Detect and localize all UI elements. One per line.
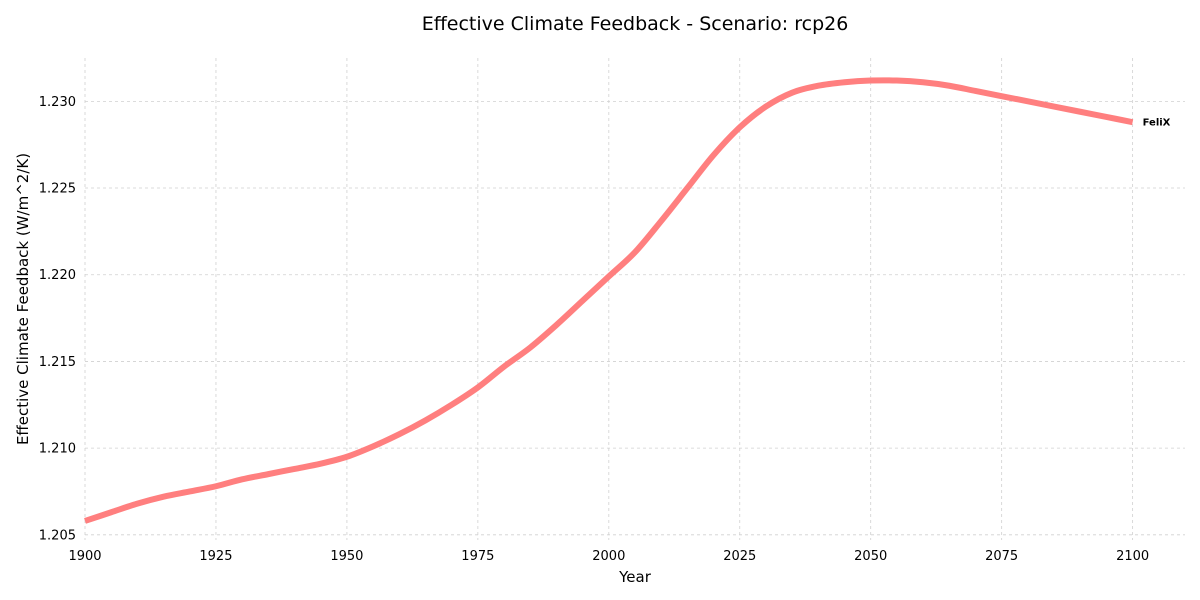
x-tick-label: 2050 [854, 549, 887, 564]
y-axis-ticks: 1.205 1.210 1.215 1.220 1.225 1.230 [39, 95, 76, 543]
x-tick-label: 2100 [1116, 549, 1149, 564]
y-axis-title: Effective Climate Feedback (W/m^2/K) [14, 153, 32, 445]
y-tick-label: 1.205 [39, 528, 76, 543]
series-group: FeliX [84, 77, 1171, 524]
x-tick-label: 1900 [68, 549, 101, 564]
x-gridlines [84, 58, 1134, 540]
y-tick-label: 1.210 [39, 442, 76, 457]
x-tick-label: 1975 [461, 549, 494, 564]
y-tick-label: 1.225 [39, 182, 76, 197]
chart-title: Effective Climate Feedback - Scenario: r… [422, 13, 849, 35]
y-tick-label: 1.215 [39, 355, 76, 370]
x-tick-label: 1950 [330, 549, 363, 564]
x-tick-label: 2025 [723, 549, 756, 564]
x-tick-label: 2000 [592, 549, 625, 564]
x-axis-title: Year [618, 568, 652, 586]
x-tick-label: 1925 [199, 549, 232, 564]
x-tick-label: 2075 [985, 549, 1018, 564]
series-line-felix [84, 77, 1134, 524]
x-axis-ticks: 1900 1925 1950 1975 2000 2025 2050 2075 2100 [68, 549, 1149, 564]
series-label: FeliX [1143, 118, 1171, 129]
y-tick-label: 1.230 [39, 95, 76, 110]
y-tick-label: 1.220 [39, 268, 76, 283]
y-gridlines [85, 100, 1185, 536]
